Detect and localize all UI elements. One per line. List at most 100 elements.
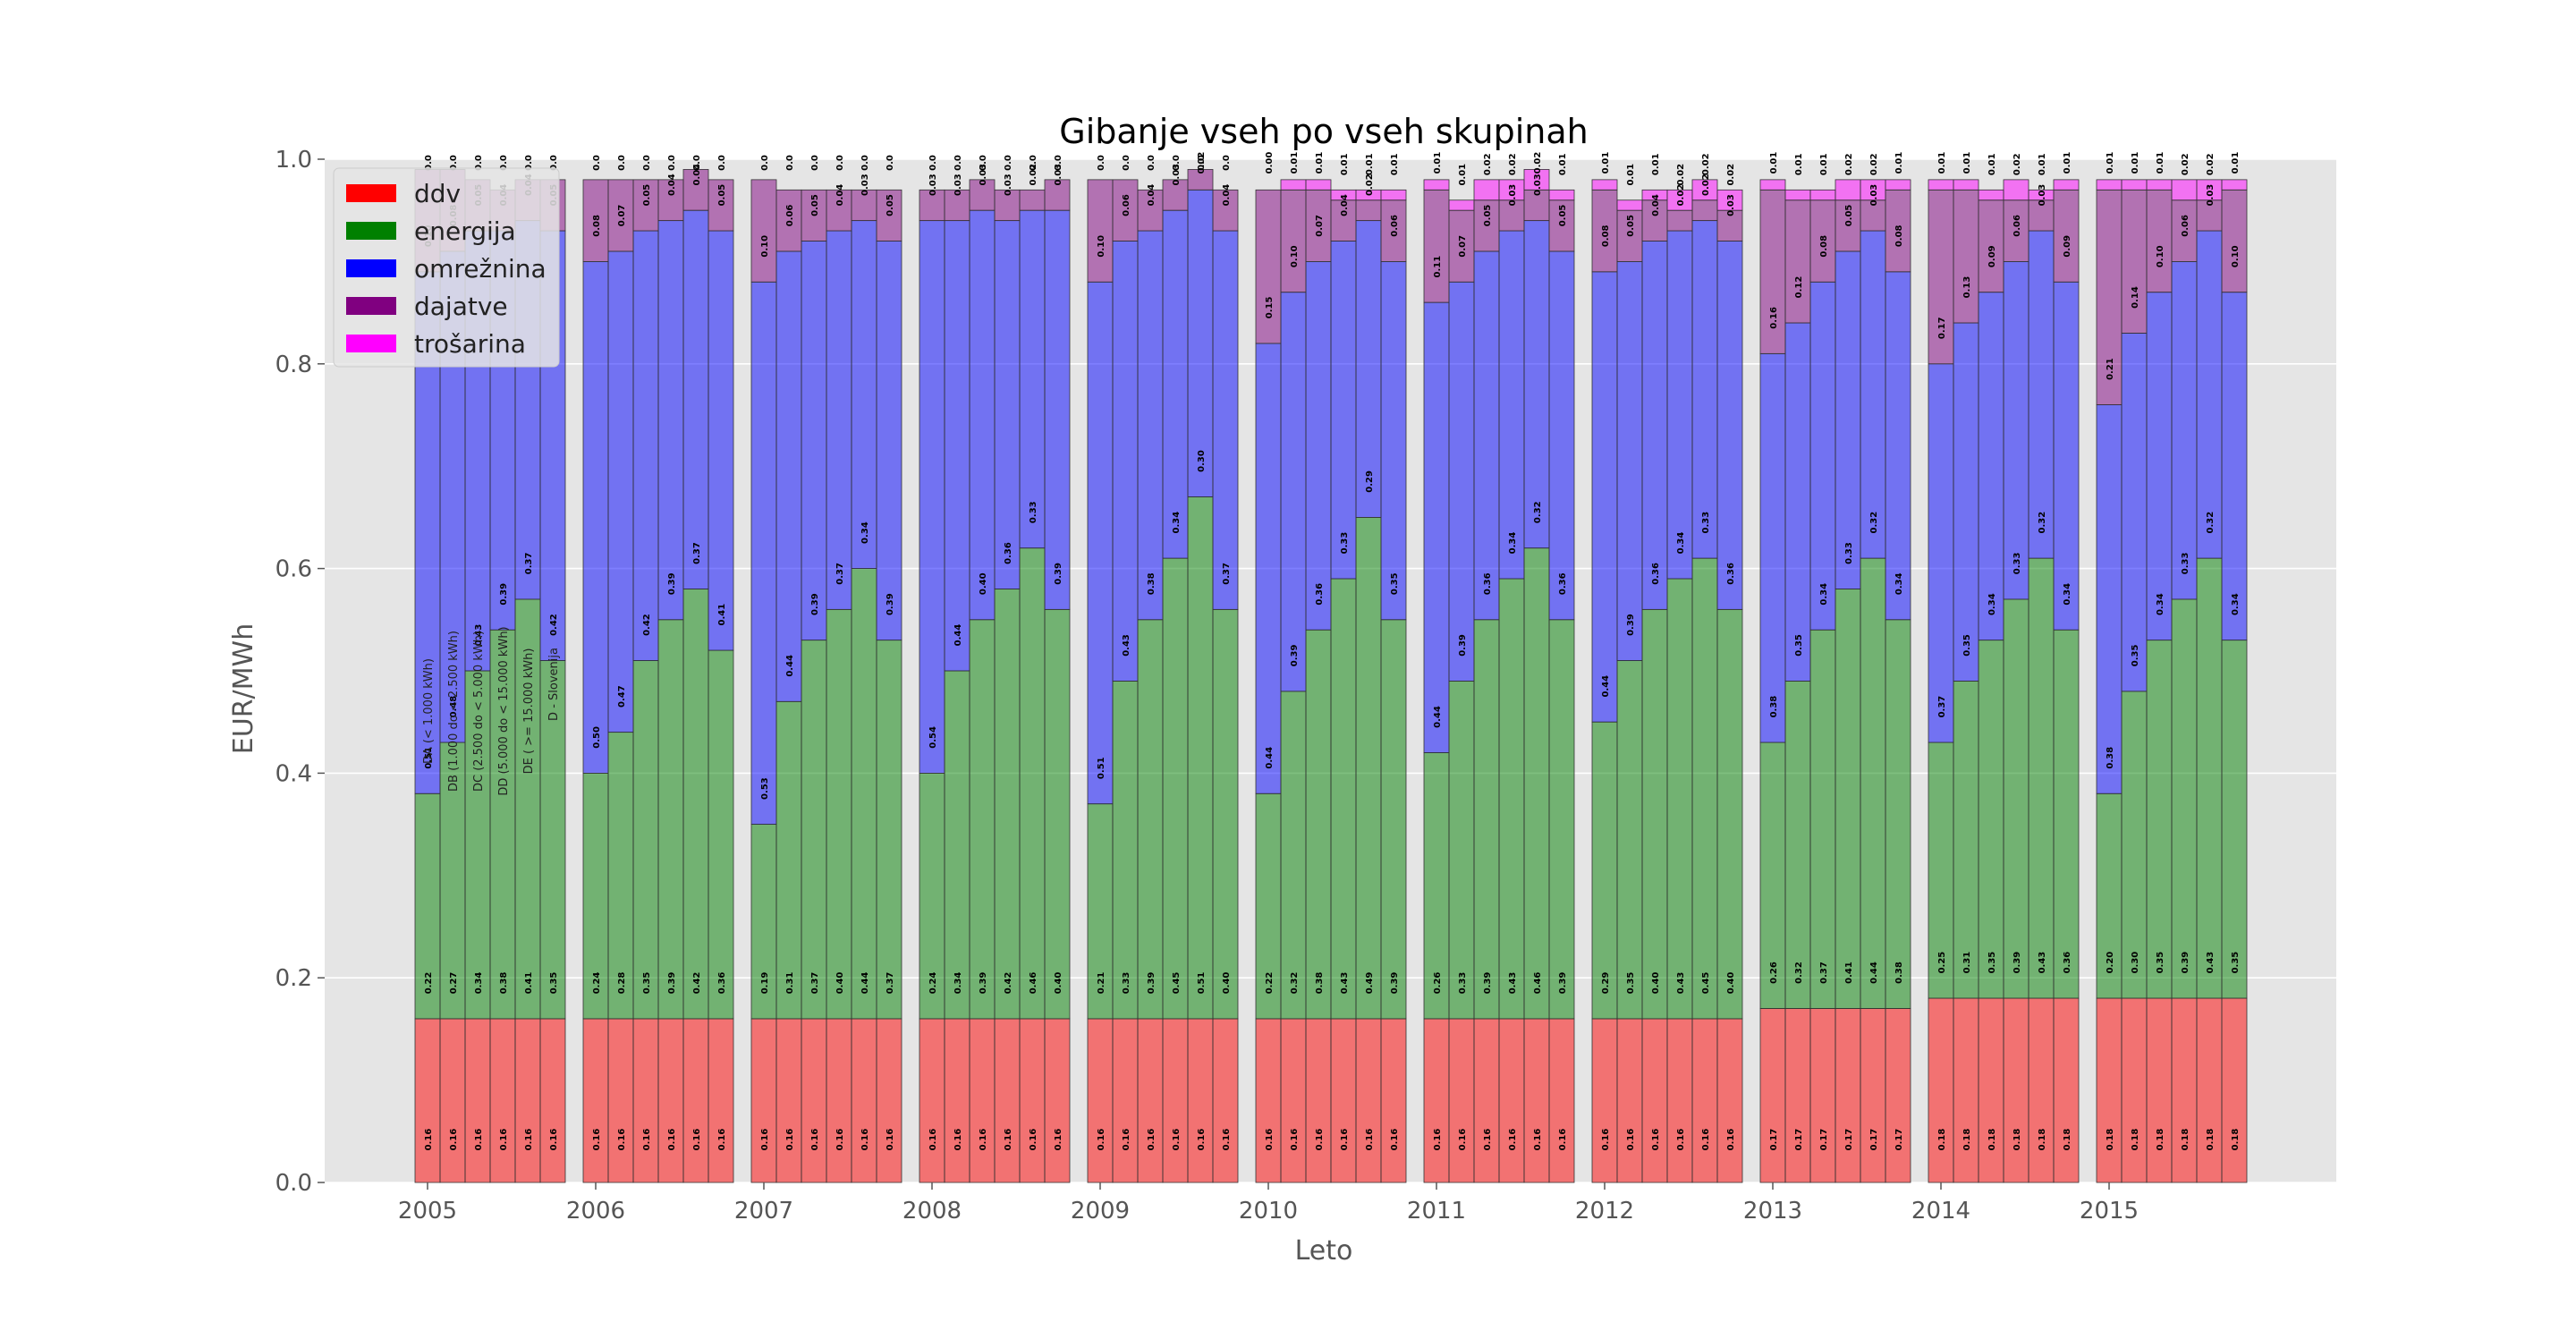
bar-ddv — [2121, 997, 2148, 1183]
bar-dajatve — [1162, 179, 1189, 211]
bar-value-label: 0.39 — [1626, 614, 1636, 636]
bar-energija — [1448, 681, 1475, 1020]
bar-trosarina — [1305, 179, 1332, 191]
x-axis-ticks: 2005 2006 2007 2008 2009 2010 2011 2012 2013 2014… — [398, 1182, 2139, 1225]
bar-omreznina — [1666, 230, 1693, 580]
bar-omreznina — [1087, 281, 1114, 805]
bar-value-label: 0.33 — [1844, 542, 1854, 564]
bar-value-label: 0.05 — [1483, 205, 1493, 227]
bar-value-label: 0.16 — [474, 1129, 484, 1151]
bar-energija — [1548, 619, 1575, 1020]
bar-energija — [1978, 640, 2004, 999]
bar-dajatve — [1448, 209, 1475, 283]
bar-value-label: 0.05 — [1558, 205, 1568, 227]
bar-ddv — [607, 1018, 634, 1183]
bar-value-label: 0.0 — [617, 155, 627, 171]
bar-value-label: 0.38 — [2106, 747, 2115, 769]
x-tick-label: 2009 — [1071, 1198, 1130, 1225]
bar-value-label: 0.0 — [760, 155, 770, 171]
bar-ddv — [1087, 1018, 1114, 1183]
bar-energija — [1691, 557, 1718, 1020]
bar-value-label: 0.06 — [2181, 215, 2190, 237]
bar-ddv — [851, 1018, 877, 1183]
legend-box — [333, 167, 560, 368]
legend-swatch-dajatve — [346, 297, 396, 315]
bar-value-label: 0.10 — [1097, 235, 1106, 258]
bar-ddv — [750, 1018, 777, 1183]
bar-value-label: 0.02 — [2012, 153, 2022, 175]
bar-value-label: 0.16 — [667, 1129, 677, 1151]
bar-energija — [708, 649, 734, 1020]
bar-value-label: 0.16 — [499, 1129, 509, 1151]
bar-value-label: 0.22 — [424, 972, 434, 995]
legend-swatch-omreznina — [346, 259, 396, 277]
bar-value-label: 0.51 — [1097, 757, 1106, 779]
bar-value-label: 0.41 — [524, 972, 534, 995]
bar-value-label: 0.02 — [1533, 152, 1543, 174]
bar-ddv — [1666, 1018, 1693, 1183]
bar-energija — [1255, 792, 1282, 1020]
bar-ddv — [1809, 1008, 1836, 1183]
bar-value-label: 0.39 — [1290, 645, 1300, 667]
bar-ddv — [994, 1018, 1021, 1183]
bar-omreznina — [1255, 343, 1282, 794]
bar-ddv — [414, 1018, 441, 1183]
bar-value-label: 0.17 — [1819, 1129, 1829, 1151]
bar-value-label: 0.02 — [1869, 153, 1879, 175]
bar-dajatve — [2146, 189, 2173, 293]
bar-ddv — [1716, 1018, 1743, 1183]
bar-ddv — [1305, 1018, 1332, 1183]
bar-value-label: 0.10 — [2231, 245, 2241, 267]
bar-energija — [1498, 578, 1525, 1020]
bar-value-label: 0.07 — [1315, 215, 1325, 237]
bar-value-label: 0.54 — [928, 726, 938, 749]
bar-value-label: 0.0 — [717, 155, 727, 171]
bar-value-label: 0.16 — [979, 1129, 988, 1151]
bar-dajatve — [1044, 179, 1071, 211]
bar-value-label: 0.04 — [667, 174, 677, 196]
bar-value-label: 0.16 — [1290, 1129, 1300, 1151]
bar-value-label: 0.10 — [1290, 245, 1300, 267]
bar-omreznina — [582, 260, 609, 774]
bar-ddv — [969, 1018, 996, 1183]
bar-value-label: 0.01 — [1433, 152, 1443, 174]
bar-value-label: 0.01 — [1601, 152, 1611, 174]
bar-omreznina — [1860, 230, 1886, 559]
bar-value-label: 0.02 — [1844, 153, 1854, 175]
bar-value-label: 0.51 — [1197, 972, 1207, 995]
bar-omreznina — [1616, 260, 1643, 661]
x-tick-label: 2010 — [1239, 1198, 1298, 1225]
bar-energija — [1616, 660, 1643, 1020]
bar-value-label: 0.0 — [1004, 155, 1013, 171]
bar-value-label: 0.0 — [928, 155, 938, 171]
bar-value-label: 0.31 — [1962, 952, 1972, 974]
bar-energija — [1860, 557, 1886, 1009]
bar-value-label: 0.10 — [760, 235, 770, 258]
bar-trosarina — [2053, 179, 2080, 191]
bar-trosarina — [1423, 179, 1450, 191]
bar-value-label: 0.37 — [524, 553, 534, 575]
bar-value-label: 0.36 — [1651, 563, 1661, 585]
bar-value-label: 0.06 — [1390, 215, 1400, 237]
bar-value-label: 0.32 — [1290, 972, 1300, 995]
bar-value-label: 0.01 — [1651, 153, 1661, 175]
bar-energija — [489, 629, 516, 1020]
bar-energija — [801, 640, 827, 1020]
bar-omreznina — [750, 281, 777, 826]
bar-value-labels: 0.160.220.510.100.00.160.270.480.080.00.… — [424, 152, 2241, 1151]
bar-value-label: 0.42 — [642, 614, 652, 636]
bar-omreznina — [2146, 292, 2173, 641]
bar-omreznina — [1137, 230, 1164, 621]
bar-value-label: 0.35 — [549, 972, 559, 995]
bar-omreznina — [1212, 230, 1239, 610]
bar-value-label: 0.35 — [642, 972, 652, 995]
bar-omreznina — [1784, 322, 1811, 682]
bar-omreznina — [1548, 250, 1575, 621]
bar-value-label: 0.37 — [835, 563, 845, 585]
bar-dajatve — [708, 179, 734, 232]
bar-value-label: 0.02 — [2206, 153, 2216, 175]
bar-energija — [2003, 598, 2029, 999]
bar-ddv — [1255, 1018, 1282, 1183]
bar-value-label: 0.0 — [1029, 155, 1038, 171]
bar-omreznina — [1953, 322, 1979, 682]
